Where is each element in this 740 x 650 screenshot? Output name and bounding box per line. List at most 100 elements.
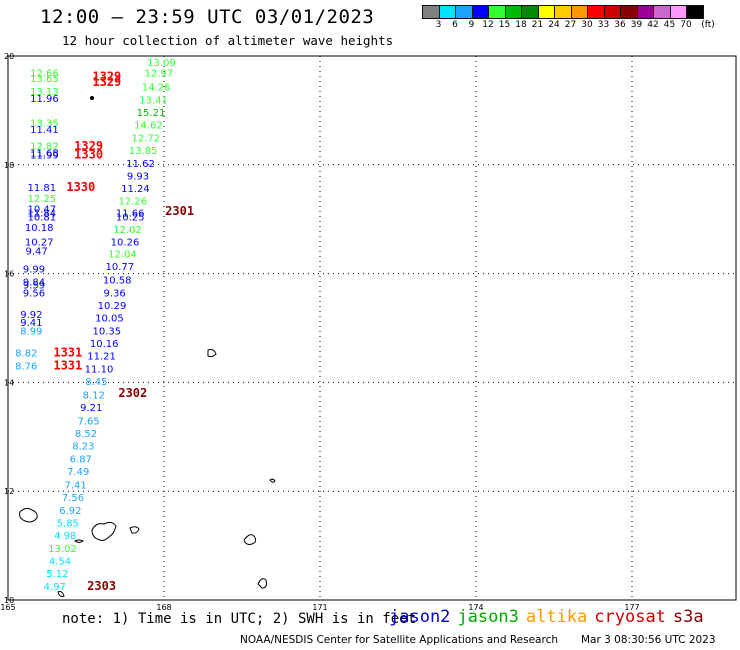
scale-label: 12 <box>482 20 494 30</box>
wave-height-label: 7.41 <box>64 480 86 491</box>
scale-swatch <box>686 5 704 19</box>
wave-height-label: 9.59 <box>23 280 45 291</box>
lon-label: 171 <box>312 603 327 612</box>
units-note: note: 1) Time is in UTC; 2) SWH is in fe… <box>62 611 417 627</box>
scale-label: 3 <box>435 20 442 30</box>
scale-label: (ft) <box>701 20 715 30</box>
wave-height-label: 11.41 <box>30 125 59 136</box>
wave-height-label: 13.13 <box>30 87 59 98</box>
wave-height-label: 9.84 <box>23 278 45 289</box>
scale-label: 24 <box>548 20 560 30</box>
wave-height-label: 10.77 <box>105 262 134 273</box>
wave-height-label: 13.09 <box>147 58 176 69</box>
wave-height-label: 9.21 <box>80 403 102 414</box>
scale-label: 15 <box>498 20 511 30</box>
map-title: 12:00 — 23:59 UTC 03/01/2023 <box>40 6 375 28</box>
wave-height-label: 9.41 <box>20 318 42 329</box>
wave-height-label: 12.82 <box>30 142 59 153</box>
wave-height-label: 11.68 <box>30 149 59 160</box>
wave-height-label: 14.62 <box>134 120 163 131</box>
wave-height-label: 9.47 <box>25 247 47 258</box>
pass-time-label: 1330 <box>74 147 103 161</box>
wave-height-label: 14.26 <box>142 82 171 93</box>
scale-label: 30 <box>581 20 593 30</box>
island-outline <box>57 591 65 597</box>
wave-height-label: 11.62 <box>126 159 155 170</box>
wave-height-label: 12.97 <box>144 69 173 80</box>
map-subtitle: 12 hour collection of altimeter wave hei… <box>62 33 394 48</box>
wave-height-label: 13.65 <box>30 74 59 85</box>
wave-height-label: 10.16 <box>90 339 119 350</box>
wave-height-label: 12.72 <box>131 133 160 144</box>
wave-height-label: 12.02 <box>113 225 142 236</box>
wave-height-label: 13.41 <box>139 95 168 106</box>
scale-label: 18 <box>515 20 527 30</box>
wave-height-label: 9.93 <box>127 171 149 182</box>
scale-label: 6 <box>452 20 458 30</box>
lon-label: 177 <box>624 603 639 612</box>
scale-label: 9 <box>468 20 475 30</box>
wave-height-label: 8.52 <box>75 429 97 440</box>
wave-height-label: 11.84 <box>27 208 56 219</box>
wave-height-label: 8.12 <box>83 391 105 402</box>
footer-credit: NOAA/NESDIS Center for Satellite Applica… <box>240 634 558 646</box>
island-outline <box>243 534 257 545</box>
pass-time-label: 2303 <box>87 579 116 593</box>
wave-height-label: 15.21 <box>137 108 166 119</box>
wave-height-label: 10.25 <box>116 212 145 223</box>
lon-label: 165 <box>0 603 15 612</box>
wave-height-label: 13.35 <box>30 119 59 130</box>
satellite-jason2: jason2 <box>389 607 451 627</box>
wave-height-label: 6.92 <box>59 506 81 517</box>
wave-height-label: 10.58 <box>103 275 132 286</box>
satellite-cryosat: cryosat <box>594 607 666 627</box>
wave-height-label: 4.97 <box>44 582 66 593</box>
satellite-jason3: jason3 <box>457 607 519 627</box>
island-outline <box>257 578 267 589</box>
lon-label: 168 <box>156 603 171 612</box>
scale-label: 33 <box>597 20 610 30</box>
wave-height-label: 8.76 <box>15 361 37 372</box>
wave-height-label: 10.35 <box>92 327 121 338</box>
wave-height-label: 7.65 <box>77 416 99 427</box>
wave-height-label: 5.12 <box>46 569 68 580</box>
wave-height-label: 11.66 <box>116 208 145 219</box>
lat-label: 10 <box>4 596 14 605</box>
island-outline <box>129 526 140 534</box>
pass-time-label: 2302 <box>118 386 147 400</box>
wave-height-label: 10.05 <box>95 313 124 324</box>
wave-height-label: 12.04 <box>108 249 137 260</box>
lon-label: 174 <box>468 603 483 612</box>
wave-height-label: 11.81 <box>27 183 56 194</box>
wave-height-label: 8.23 <box>72 441 94 452</box>
wave-height-label: 10.47 <box>27 205 56 216</box>
wave-height-label: 13.02 <box>48 544 77 555</box>
island-outline <box>74 539 84 543</box>
pass-time-label: 1331 <box>53 345 82 359</box>
satellite-altika: altika <box>525 607 588 627</box>
wave-height-label: 13.85 <box>129 146 158 157</box>
footer-timestamp: Mar 3 08:30:56 UTC 2023 <box>581 634 716 646</box>
wave-height-label: 11.10 <box>85 365 114 376</box>
wave-height-label: 4.54 <box>49 557 71 568</box>
wave-height-label: 6.87 <box>70 454 92 465</box>
satellite-s3a: s3a <box>672 607 704 627</box>
pass-time-label: 1329 <box>92 75 121 89</box>
wave-height-label: 12.26 <box>118 197 147 208</box>
wave-height-label: 12.25 <box>27 194 56 205</box>
pass-time-label: 1329 <box>74 139 103 153</box>
satellite-legend: jason2 jason3 altika cryosat s3a <box>389 607 711 627</box>
wave-height-label: 5.85 <box>57 519 79 530</box>
wave-height-label: 10.26 <box>111 237 140 248</box>
scale-label: 70 <box>680 20 692 30</box>
lat-label: 16 <box>4 270 14 279</box>
wave-height-label: 9.92 <box>20 310 42 321</box>
lat-label: 12 <box>4 487 14 496</box>
wave-height-label: 10.27 <box>25 237 54 248</box>
wave-height-label: 9.36 <box>103 288 125 299</box>
wave-height-label: 7.56 <box>62 493 84 504</box>
pass-time-label: 1329 <box>92 69 121 83</box>
wave-height-label: 7.49 <box>67 467 89 478</box>
lat-label: 18 <box>4 161 14 170</box>
pass-time-label: 1331 <box>53 358 82 372</box>
